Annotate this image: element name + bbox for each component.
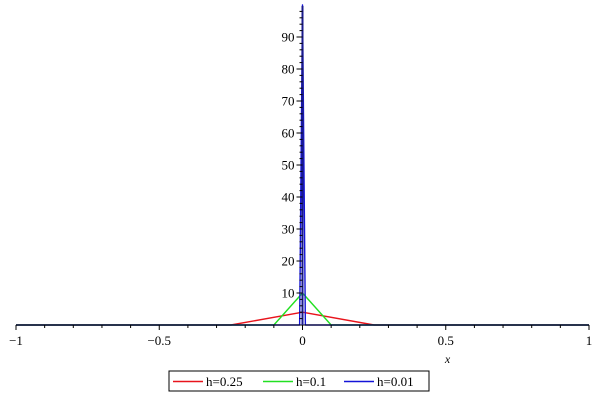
y-tick-label: 80 <box>282 62 295 77</box>
y-tick-label: 20 <box>282 254 295 269</box>
legend-box <box>168 370 430 392</box>
y-tick-label: 10 <box>282 286 295 301</box>
x-tick-label: 1 <box>586 333 593 348</box>
y-tick-label: 70 <box>282 94 295 109</box>
legend-label: h=0.25 <box>206 374 243 389</box>
y-tick-label: 50 <box>282 158 295 173</box>
y-tick-label: 40 <box>282 190 295 205</box>
x-axis-label: x <box>444 352 451 366</box>
y-tick-label: 30 <box>282 222 295 237</box>
x-tick-label: 0.5 <box>438 333 454 348</box>
x-tick-label: 0 <box>299 333 306 348</box>
y-tick-label: 60 <box>282 126 295 141</box>
x-tick-label: −0.5 <box>147 333 171 348</box>
legend-label: h=0.01 <box>377 374 414 389</box>
x-tick-label: −1 <box>9 333 23 348</box>
y-tick-label: 90 <box>282 30 295 45</box>
ticks-layer: −1 −0.5 0 0.5 1 10 20 30 40 50 60 70 80 90 <box>9 10 593 348</box>
legend-items: h=0.25 h=0.1 h=0.01 <box>173 374 414 389</box>
legend-label: h=0.1 <box>296 374 326 389</box>
legend: h=0.25 h=0.1 h=0.01 <box>168 370 430 392</box>
